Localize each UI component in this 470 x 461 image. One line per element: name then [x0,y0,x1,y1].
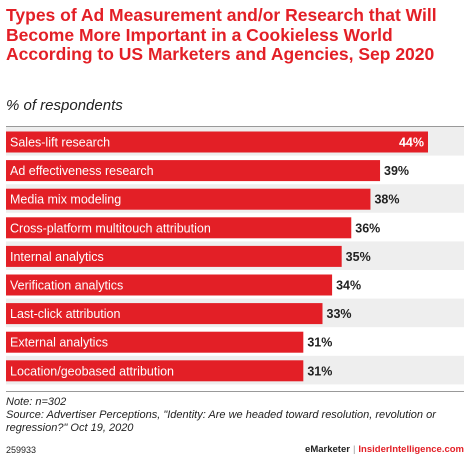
category-label: Ad effectiveness research [10,164,154,178]
value-label: 35% [346,250,371,264]
value-label: 34% [336,279,361,293]
bar [6,245,342,267]
value-label: 39% [384,164,409,178]
top-divider [6,126,464,127]
footnote-source: Source: Advertiser Perceptions, "Identit… [6,409,436,434]
bottom-divider [6,391,464,392]
bar [6,331,304,353]
value-label: 31% [307,336,332,350]
chart-title: Types of Ad Measurement and/or Research … [6,5,437,64]
value-label: 31% [307,364,332,378]
value-label: 38% [374,193,399,207]
chart-id: 259933 [6,445,37,455]
category-label: Cross-platform multitouch attribution [10,221,211,235]
value-label: 44% [399,136,424,150]
value-label: 36% [355,221,380,235]
bar [6,360,304,382]
footnote: Note: n=302 Source: Advertiser Perceptio… [6,396,461,435]
category-label: Sales-lift research [10,136,110,150]
chart-subtitle: % of respondents [6,97,123,114]
category-label: Media mix modeling [10,193,121,207]
bar [6,188,371,210]
value-label: 33% [327,307,352,321]
bar [6,160,381,182]
brand-footer: eMarketer | InsiderIntelligence.com [305,444,464,455]
insider-intelligence-link[interactable]: InsiderIntelligence.com [358,444,464,455]
category-label: External analytics [10,336,108,350]
category-label: Verification analytics [10,279,123,293]
emarketer-logo: eMarketer [305,444,350,455]
bar [6,131,428,153]
category-label: Internal analytics [10,250,104,264]
bar [6,217,352,239]
footnote-note: Note: n=302 [6,396,67,408]
bar [6,274,333,296]
category-label: Last-click attribution [10,307,121,321]
bar-chart: Sales-lift research 44% Ad effectiveness r… [6,127,464,385]
brand-separator: | [352,444,356,455]
category-label: Location/geobased attribution [10,364,174,378]
bar [6,303,323,325]
